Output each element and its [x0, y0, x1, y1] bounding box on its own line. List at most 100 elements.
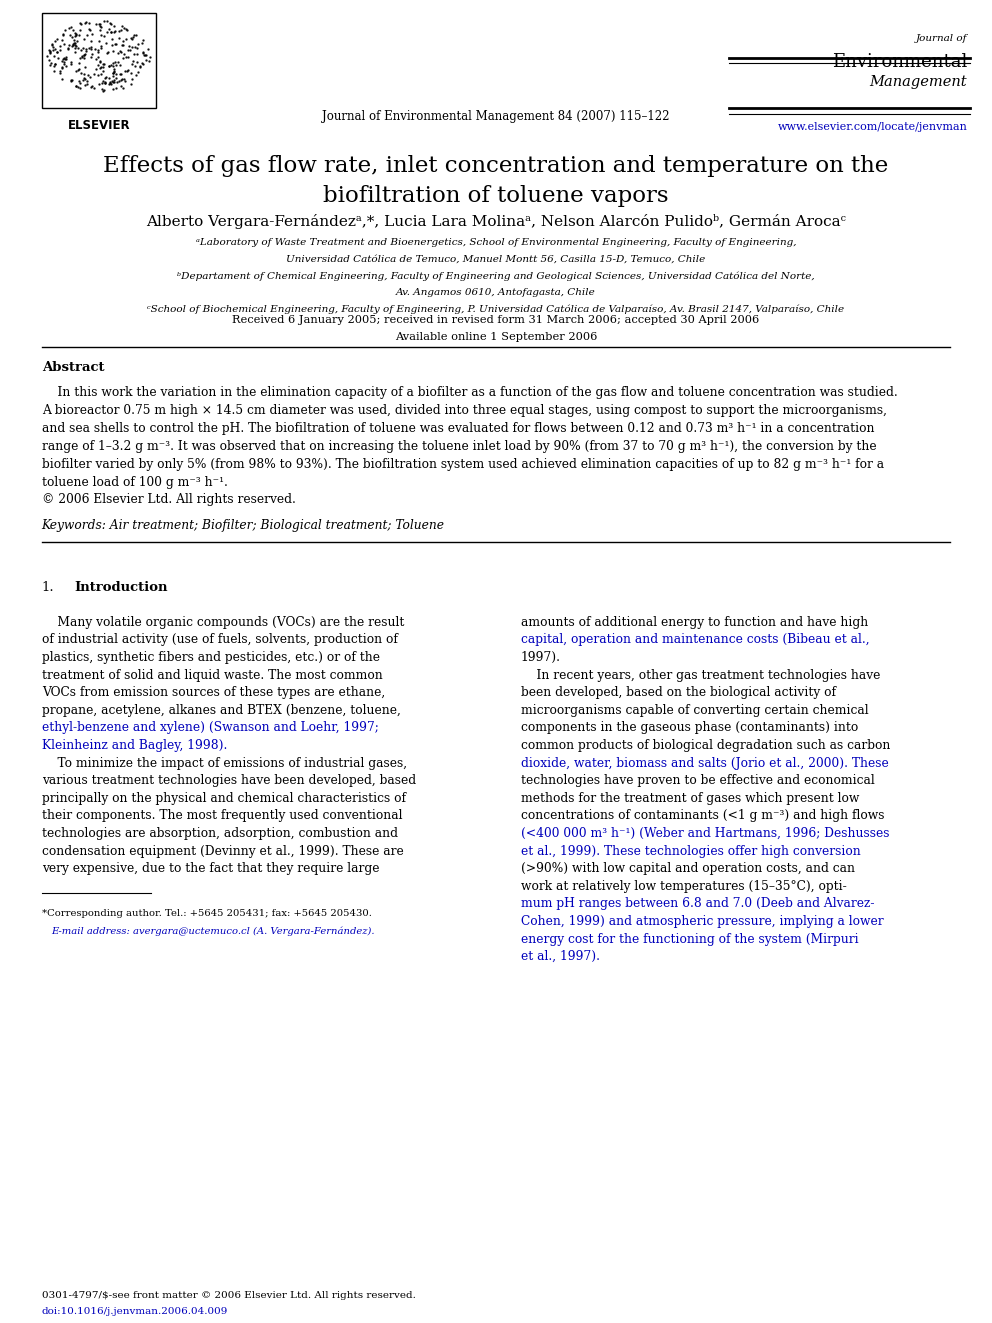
Point: [130, 33, 146, 54]
Point: [112, 54, 128, 75]
Point: [91, 20, 107, 41]
Point: [78, 38, 94, 60]
Point: [97, 73, 113, 94]
Point: [78, 11, 94, 32]
Point: [83, 37, 99, 58]
Point: [96, 11, 112, 32]
Point: [55, 50, 70, 71]
Point: [89, 38, 105, 60]
Point: [67, 34, 83, 56]
Point: [46, 61, 62, 82]
Text: Keywords: Air treatment; Biofilter; Biological treatment; Toluene: Keywords: Air treatment; Biofilter; Biol…: [42, 519, 444, 532]
Point: [56, 52, 71, 73]
Text: common products of biological degradation such as carbon: common products of biological degradatio…: [521, 740, 890, 751]
Point: [76, 44, 92, 65]
Point: [71, 77, 87, 98]
Point: [142, 46, 158, 67]
Point: [53, 40, 68, 61]
Point: [96, 79, 112, 101]
Point: [44, 34, 60, 56]
Point: [108, 77, 124, 98]
Point: [104, 29, 120, 50]
Point: [115, 77, 131, 98]
Point: [93, 24, 109, 45]
Point: [63, 36, 79, 57]
Point: [50, 48, 65, 69]
Text: Management: Management: [870, 75, 967, 90]
Text: 0301-4797/$-see front matter © 2006 Elsevier Ltd. All rights reserved.: 0301-4797/$-see front matter © 2006 Else…: [42, 1291, 416, 1301]
Point: [69, 30, 85, 52]
Point: [68, 34, 84, 56]
Text: Introduction: Introduction: [74, 581, 168, 594]
Point: [63, 54, 79, 75]
Point: [69, 77, 85, 98]
Point: [55, 49, 70, 70]
Text: doi:10.1016/j.jenvman.2006.04.009: doi:10.1016/j.jenvman.2006.04.009: [42, 1307, 228, 1316]
Text: © 2006 Elsevier Ltd. All rights reserved.: © 2006 Elsevier Ltd. All rights reserved…: [42, 493, 296, 507]
Point: [70, 58, 86, 79]
Point: [48, 38, 63, 60]
Point: [93, 57, 109, 78]
Text: et al., 1999). These technologies offer high conversion: et al., 1999). These technologies offer …: [521, 844, 860, 857]
Point: [76, 57, 92, 78]
Point: [56, 25, 71, 46]
Point: [104, 34, 120, 56]
Point: [105, 62, 121, 83]
Point: [70, 37, 86, 58]
Point: [127, 37, 143, 58]
Point: [46, 45, 62, 66]
Point: [77, 74, 93, 95]
Point: [101, 74, 117, 95]
Point: [135, 29, 151, 50]
Point: [83, 46, 99, 67]
Point: [90, 56, 106, 77]
Point: [95, 53, 111, 74]
Point: [113, 64, 129, 85]
Point: [61, 37, 76, 58]
Point: [98, 66, 114, 87]
Text: their components. The most frequently used conventional: their components. The most frequently us…: [42, 810, 402, 823]
Point: [102, 12, 118, 33]
Text: energy cost for the functioning of the system (Mirpuri: energy cost for the functioning of the s…: [521, 933, 858, 946]
Point: [123, 28, 139, 49]
Point: [71, 25, 87, 46]
Text: various treatment technologies have been developed, based: various treatment technologies have been…: [42, 774, 416, 787]
Text: principally on the physical and chemical characteristics of: principally on the physical and chemical…: [42, 791, 406, 804]
Point: [81, 19, 97, 40]
Point: [72, 48, 88, 69]
Text: Received 6 January 2005; received in revised form 31 March 2006; accepted 30 Apr: Received 6 January 2005; received in rev…: [232, 315, 760, 325]
Point: [73, 40, 89, 61]
Text: mum pH ranges between 6.8 and 7.0 (Deeb and Alvarez-: mum pH ranges between 6.8 and 7.0 (Deeb …: [521, 897, 874, 910]
Point: [108, 54, 124, 75]
Point: [57, 49, 72, 70]
Point: [93, 37, 109, 58]
Point: [92, 64, 108, 85]
Text: work at relatively low temperatures (15–35°C), opti-: work at relatively low temperatures (15–…: [521, 880, 846, 893]
Point: [120, 60, 136, 81]
Text: *Corresponding author. Tel.: +5645 205431; fax: +5645 205430.: *Corresponding author. Tel.: +5645 20543…: [42, 909, 372, 918]
Point: [124, 28, 140, 49]
Point: [76, 28, 92, 49]
Point: [63, 26, 79, 48]
Point: [83, 44, 99, 65]
Point: [116, 44, 132, 65]
Point: [97, 73, 113, 94]
Point: [107, 20, 123, 41]
Point: [107, 34, 123, 56]
Text: Many volatile organic compounds (VOCs) are the result: Many volatile organic compounds (VOCs) a…: [42, 615, 404, 628]
Point: [121, 36, 137, 57]
Point: [136, 42, 152, 64]
Point: [78, 41, 94, 62]
Text: technologies have proven to be effective and economical: technologies have proven to be effective…: [521, 774, 875, 787]
Point: [43, 41, 59, 62]
Point: [94, 73, 110, 94]
Point: [125, 50, 141, 71]
Point: [105, 53, 121, 74]
Point: [73, 46, 89, 67]
Point: [122, 40, 138, 61]
Text: of industrial activity (use of fuels, solvents, production of: of industrial activity (use of fuels, so…: [42, 634, 398, 647]
Text: Abstract: Abstract: [42, 361, 104, 374]
Text: Universidad Católica de Temuco, Manuel Montt 56, Casilla 15-D, Temuco, Chile: Universidad Católica de Temuco, Manuel M…: [287, 254, 705, 263]
Point: [119, 20, 135, 41]
Point: [115, 30, 131, 52]
